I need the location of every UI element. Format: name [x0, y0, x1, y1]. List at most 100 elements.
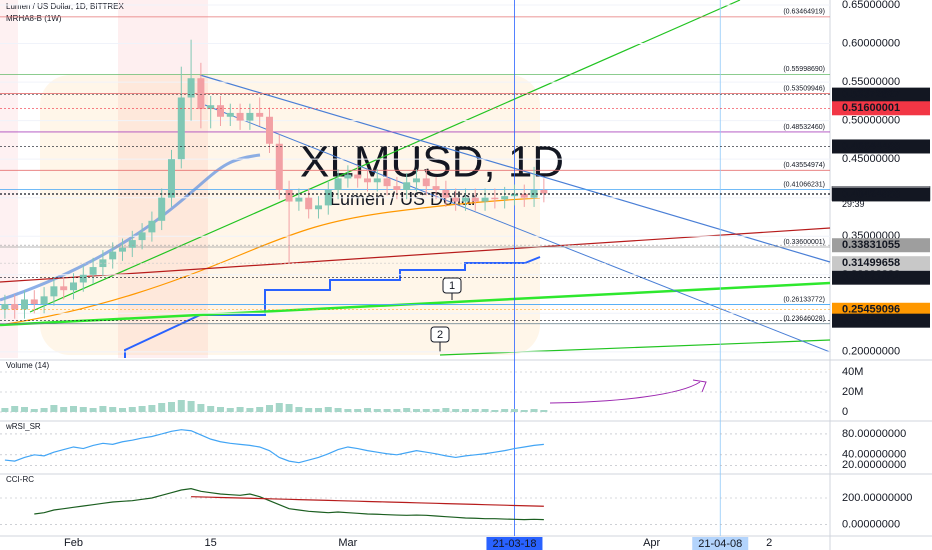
y-tick-label: 200.00000000 — [842, 492, 912, 504]
annotation-arrow — [549, 379, 707, 404]
volume-bar — [69, 406, 77, 412]
callout-label: 1 — [449, 280, 455, 292]
y-tick-label: 0.45000000 — [842, 153, 900, 165]
level-label: (0.23646028) — [783, 316, 825, 323]
price-badge — [832, 256, 930, 271]
price-label: 0.40424868 — [842, 188, 900, 200]
candle-body — [501, 196, 509, 200]
volume-bar — [177, 400, 185, 412]
x-tick-label: Feb — [64, 537, 83, 549]
volume-bar — [50, 405, 58, 412]
candle-body — [50, 286, 58, 297]
price-label: 0.29621064 — [842, 272, 901, 284]
candle-body — [461, 197, 469, 202]
candle-body — [393, 186, 401, 190]
volume-bar — [422, 409, 430, 412]
candle-body — [510, 193, 518, 197]
volume-bar — [461, 409, 469, 412]
y-tick-label: 80.00000000 — [842, 428, 906, 440]
volume-bar — [432, 409, 440, 412]
trend-line — [199, 74, 831, 263]
volume-bar — [236, 407, 244, 412]
candle-body — [520, 193, 528, 198]
volume-bar — [60, 407, 68, 412]
candle-body — [236, 112, 244, 121]
session-band — [118, 0, 208, 358]
indicator-line — [191, 496, 544, 507]
candle-body — [167, 159, 175, 198]
volume-bar — [393, 409, 401, 412]
candle-body — [314, 205, 322, 210]
candle-body — [491, 197, 499, 200]
candle-body — [305, 197, 313, 210]
volume-bar — [256, 407, 264, 412]
volume-bar — [99, 406, 107, 412]
candle-body — [295, 197, 303, 202]
callout-label: 2 — [437, 329, 443, 341]
candle-body — [177, 97, 185, 160]
trend-line — [0, 281, 831, 327]
indicator-line — [4, 429, 544, 464]
candle-body — [11, 304, 19, 310]
candle-body — [99, 259, 107, 268]
volume-bar — [148, 405, 156, 412]
price-badge — [832, 187, 930, 202]
candle-body — [128, 240, 136, 248]
volume-bar — [30, 409, 38, 412]
y-tick-label: 40.00000000 — [842, 449, 906, 461]
volume-bar — [216, 407, 224, 412]
candle-body — [79, 274, 87, 283]
candle-body — [530, 189, 538, 198]
trend-line — [439, 339, 831, 356]
price-badge — [832, 302, 930, 317]
price-badge — [832, 139, 930, 154]
candle-body — [1, 304, 9, 310]
volume-bar — [383, 409, 391, 412]
price-badge — [832, 101, 930, 116]
level-label: (0.55998690) — [783, 66, 825, 73]
level-label: (0.26133772) — [783, 296, 825, 303]
volume-bar — [128, 407, 136, 412]
candle-body — [354, 174, 362, 179]
volume-bar — [207, 406, 215, 412]
price-label: 0.33831055 — [842, 239, 900, 251]
date-badge — [692, 537, 749, 550]
candle-body — [275, 143, 283, 190]
volume-bar — [246, 408, 254, 412]
volume-bar — [20, 407, 28, 412]
volume-bar — [471, 409, 479, 412]
candle-body — [265, 116, 273, 144]
level-label: (0.33600001) — [783, 239, 825, 246]
candle-body — [69, 282, 77, 291]
level-label: (0.48532460) — [783, 124, 825, 131]
volume-bar — [412, 409, 420, 412]
price-label: 0.51600001 — [842, 102, 900, 114]
volume-bar — [167, 402, 175, 412]
volume-bar — [452, 409, 460, 412]
volume-bar — [265, 405, 273, 412]
level-label: (0.43554974) — [783, 162, 825, 169]
candle-body — [216, 105, 224, 117]
date-badge — [486, 537, 543, 550]
volume-bar — [344, 409, 352, 412]
candle-body — [285, 189, 293, 202]
candle-body — [422, 178, 430, 187]
candle-body — [30, 299, 38, 305]
candle-body — [442, 189, 450, 198]
candle-body — [363, 178, 371, 183]
date-label: 21-03-18 — [492, 538, 536, 550]
volume-bar — [324, 407, 332, 412]
volume-bar — [1, 408, 9, 412]
candle-body — [452, 197, 460, 202]
candle-body — [60, 286, 68, 291]
volume-bar — [89, 408, 97, 412]
candle-body — [20, 299, 28, 310]
candle-body — [344, 174, 352, 179]
volume-bar — [138, 406, 146, 412]
chart-title: Lumen / US Dollar, 1D, BITTREX — [6, 2, 124, 11]
y-tick-label: 40M — [842, 366, 863, 378]
volume-bar — [491, 410, 499, 412]
trend-line — [0, 227, 831, 283]
